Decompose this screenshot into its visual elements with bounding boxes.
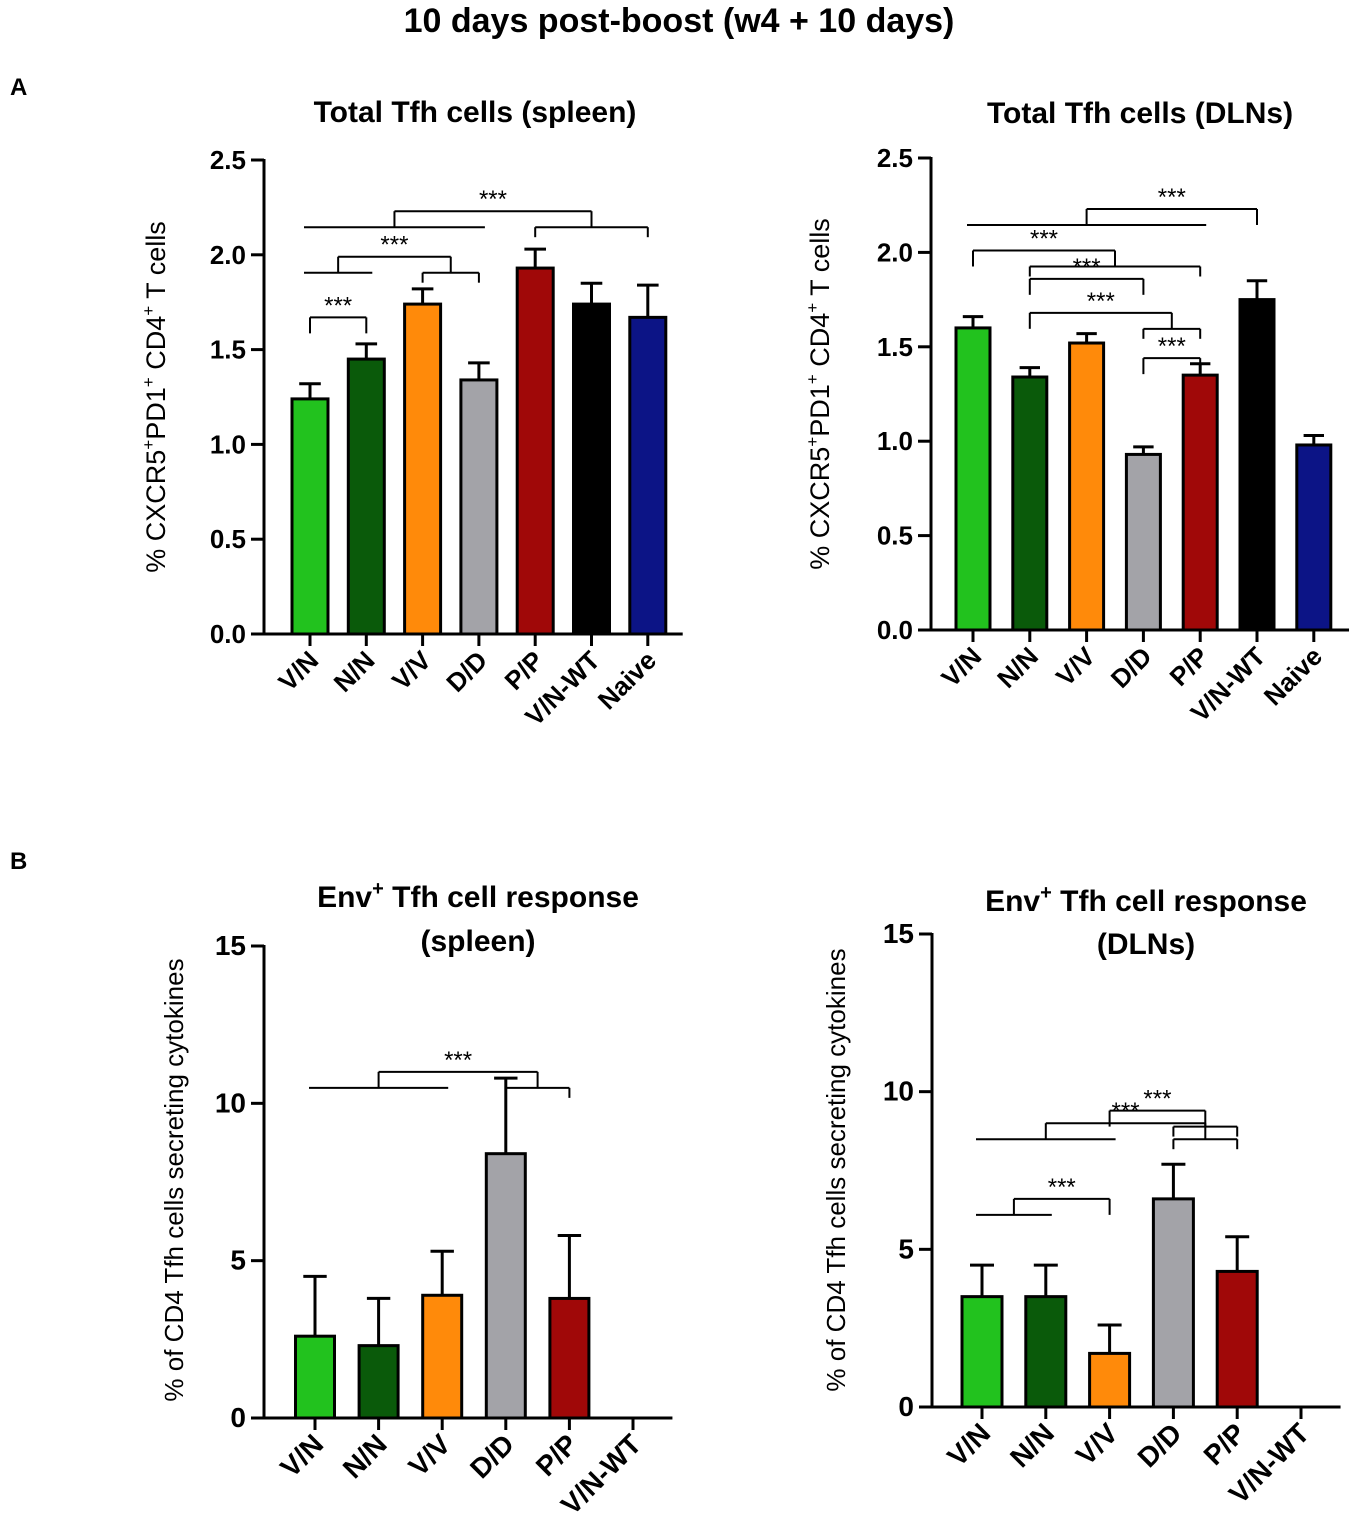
x-tick-label: V/N: [941, 1417, 996, 1472]
bar: [1011, 375, 1049, 632]
y-tick-label: 2.5: [877, 143, 913, 173]
bar: [346, 357, 386, 636]
y-tick-label: 1.0: [877, 426, 913, 456]
bar: [1151, 1197, 1195, 1409]
y-tick-label: 10: [883, 1076, 914, 1107]
y-tick-label: 0.0: [877, 615, 913, 645]
chart-title-line2: (spleen): [420, 925, 535, 958]
bar: [960, 1295, 1004, 1409]
y-tick-label: 2.0: [210, 240, 246, 270]
significance-label: ***: [1112, 1098, 1140, 1125]
significance-label: ***: [1158, 333, 1186, 360]
chart-title-line2: (DLNs): [1097, 928, 1195, 961]
bar: [421, 1293, 464, 1420]
y-axis-label: % of CD4 Tfh cells secreting cytokines: [821, 948, 851, 1391]
y-axis-label: % CXCR5+PD1+ CD4+ T cells: [803, 218, 835, 569]
y-tick-label: 0.0: [210, 619, 246, 649]
y-tick-label: 15: [883, 918, 914, 949]
y-tick-label: 1.5: [210, 335, 246, 365]
chart-title: Env+ Tfh cell response: [317, 878, 639, 914]
y-tick-label: 0.5: [210, 524, 246, 554]
chart-title: Env+ Tfh cell response: [985, 882, 1307, 918]
x-tick-label: N/N: [1004, 1417, 1060, 1473]
figure-title: 10 days post-boost (w4 + 10 days): [403, 2, 955, 40]
significance-label: ***: [1158, 184, 1186, 211]
y-tick-label: 0: [230, 1402, 246, 1433]
y-tick-label: 2.5: [210, 145, 246, 175]
y-tick-label: 0.5: [877, 521, 913, 551]
bar: [1024, 1295, 1068, 1409]
significance-label: ***: [1087, 288, 1115, 315]
x-tick-label: D/D: [1132, 1417, 1188, 1473]
significance-label: ***: [1143, 1086, 1171, 1113]
x-tick-label: P/P: [1198, 1417, 1252, 1471]
y-axis-label: % of CD4 Tfh cells secreting cytokines: [159, 958, 189, 1401]
bar: [548, 1296, 591, 1420]
y-tick-label: 15: [215, 930, 246, 961]
significance-label: ***: [1048, 1174, 1076, 1201]
significance-label: ***: [324, 292, 352, 319]
bar: [628, 315, 668, 636]
significance-label: ***: [380, 232, 408, 259]
bar: [1238, 298, 1276, 632]
y-axis-label: % CXCR5+PD1+ CD4+ T cells: [139, 221, 171, 572]
y-tick-label: 1.5: [877, 332, 913, 362]
chart-title: Total Tfh cells (spleen): [314, 96, 637, 129]
y-tick-label: 5: [898, 1233, 914, 1264]
significance-label: ***: [1030, 226, 1058, 253]
bar: [1215, 1269, 1259, 1409]
y-tick-label: 2.0: [877, 237, 913, 267]
bar: [1088, 1351, 1132, 1409]
bar: [1295, 443, 1333, 632]
x-tick-label: V/V: [1070, 1417, 1124, 1471]
bar: [403, 302, 443, 636]
chart-title: Total Tfh cells (DLNs): [987, 97, 1293, 130]
y-tick-label: 5: [230, 1245, 246, 1276]
y-tick-label: 1.0: [210, 429, 246, 459]
panel-label-b: B: [10, 848, 28, 875]
significance-label: ***: [444, 1047, 472, 1074]
significance-label: ***: [479, 186, 507, 213]
y-tick-label: 0: [898, 1391, 914, 1422]
y-tick-label: 10: [215, 1087, 246, 1118]
panel-label-a: A: [10, 74, 28, 101]
bar: [357, 1344, 400, 1420]
